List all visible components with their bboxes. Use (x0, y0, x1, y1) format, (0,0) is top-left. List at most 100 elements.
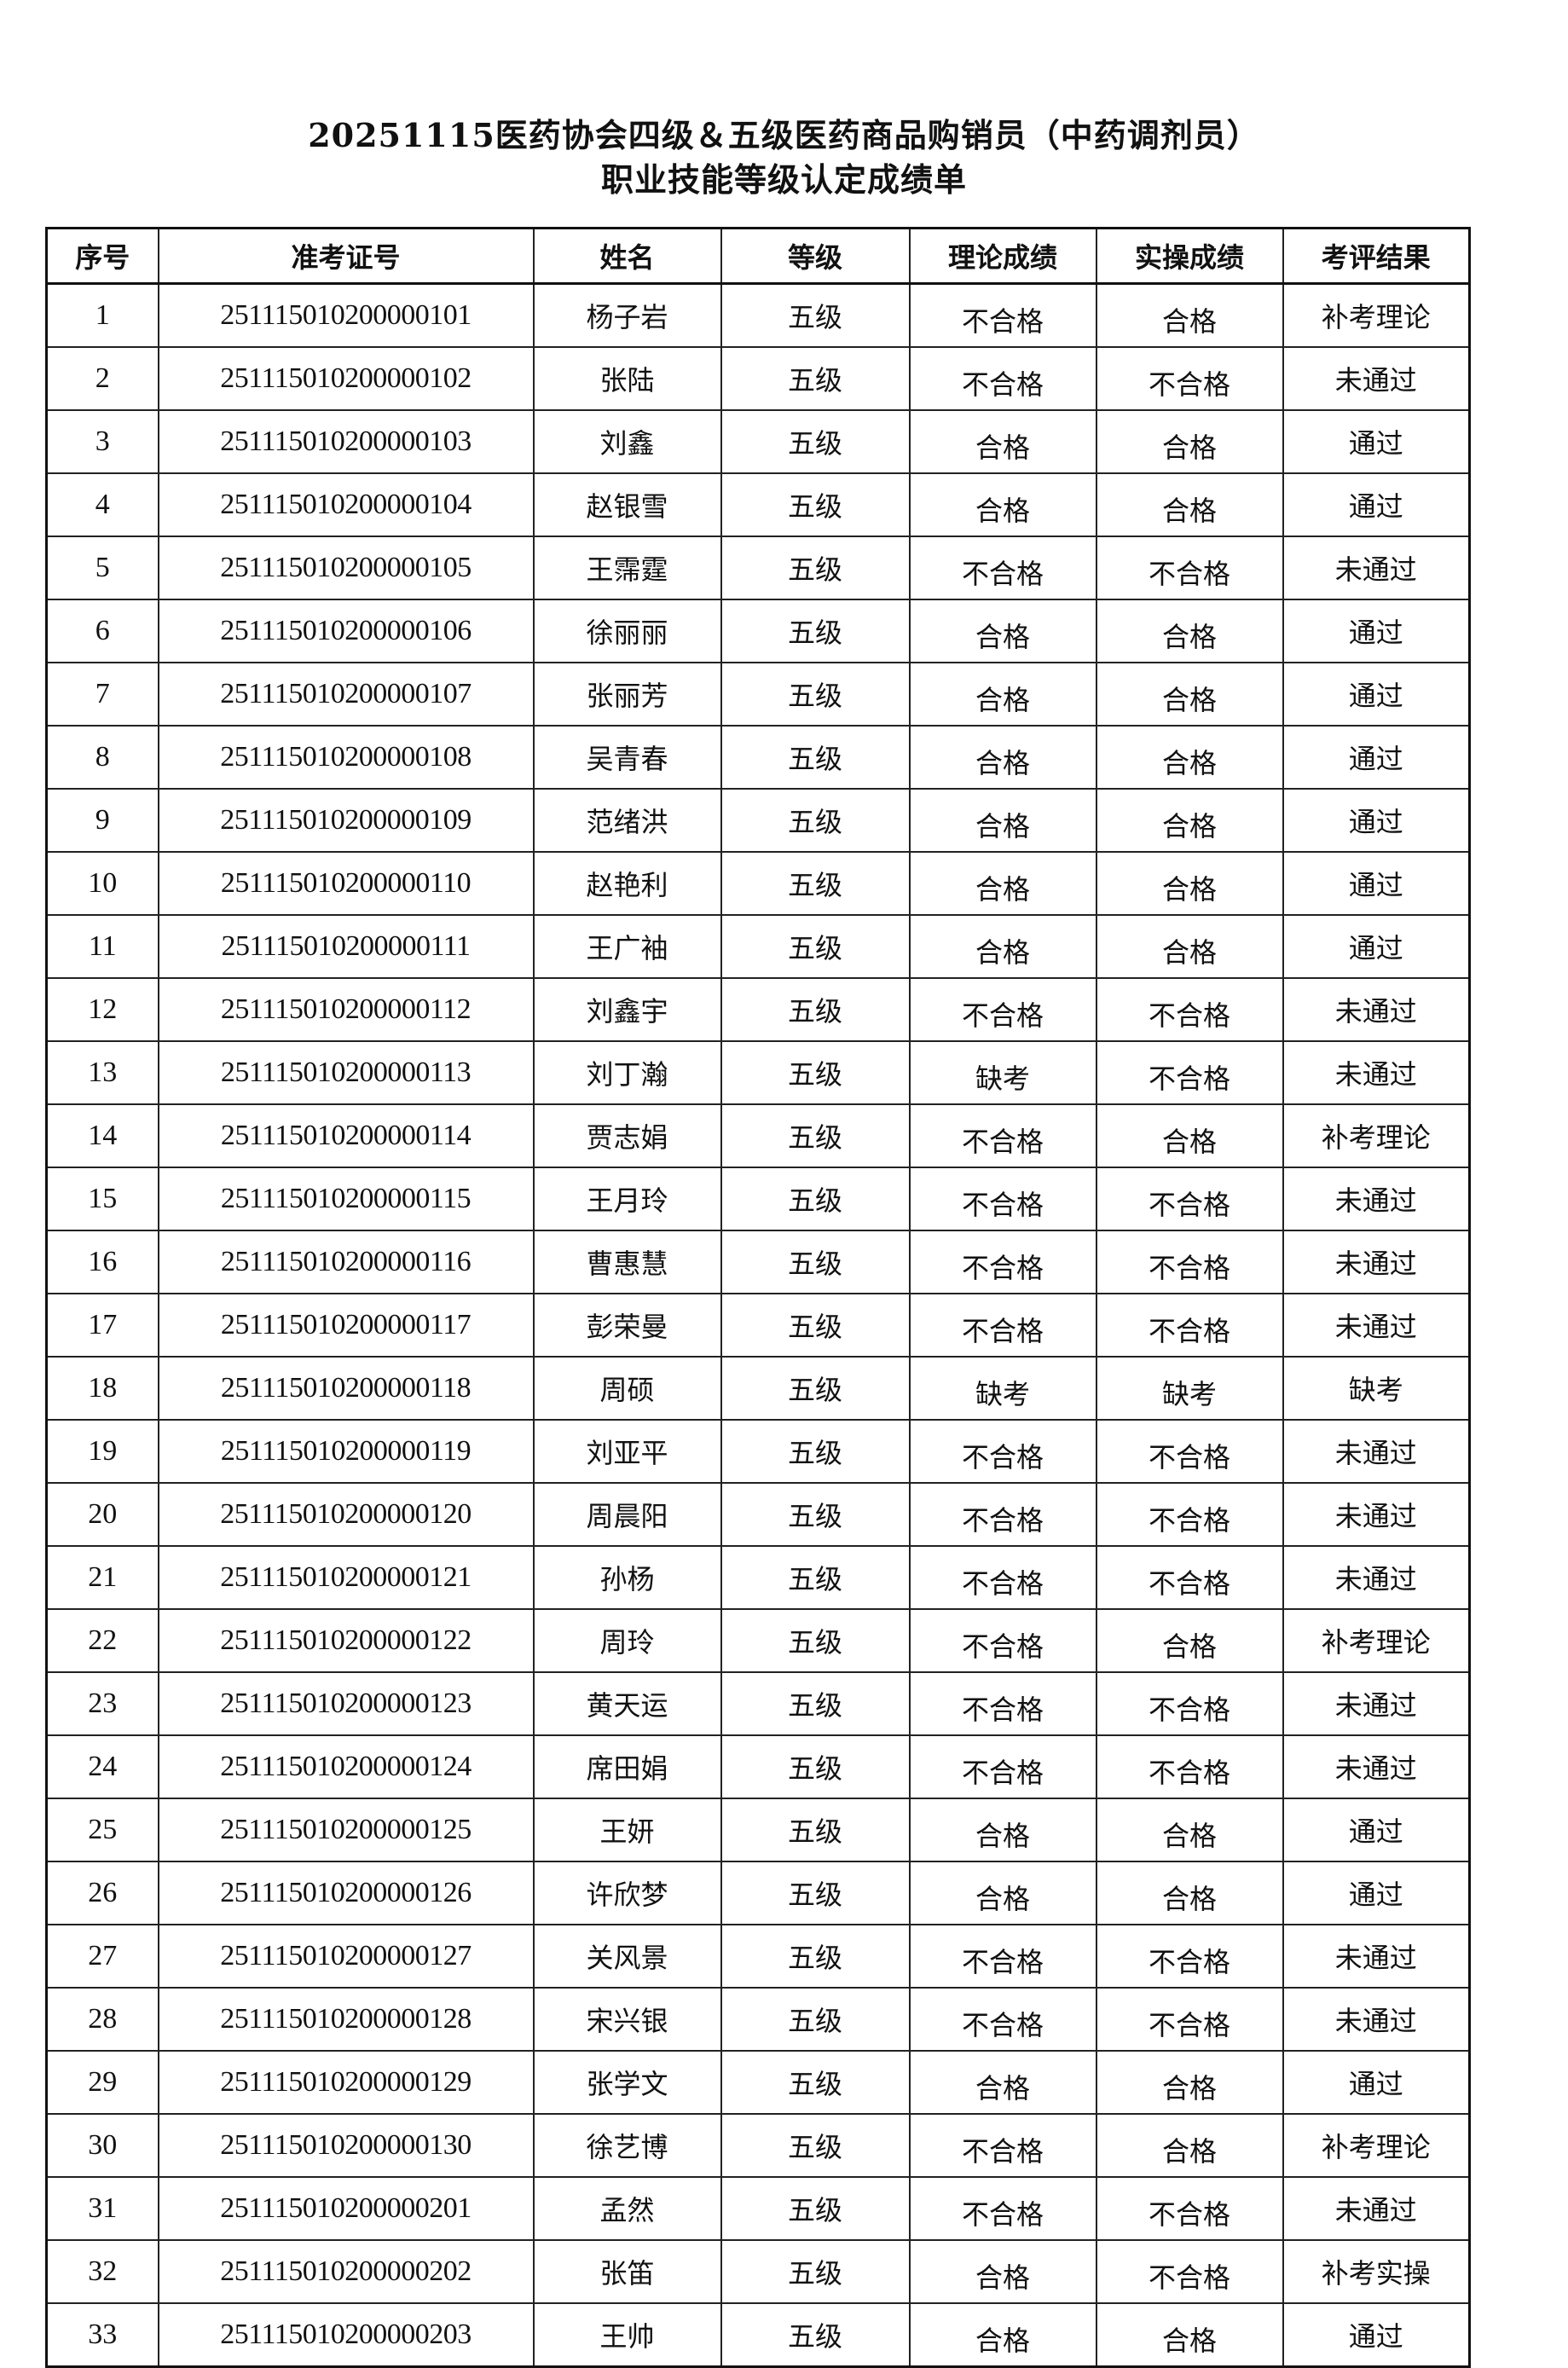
table-row: 30 251115010200000130 徐艺博 五级 不合格 合格 补考理论 (45, 2113, 1471, 2178)
cell-ticket-no: 251115010200000123 (157, 1671, 535, 1736)
table-row: 24 251115010200000124 席田娟 五级 不合格 不合格 未通过 (45, 1734, 1471, 1799)
cell-practical-score: 不合格 (1095, 1040, 1284, 1105)
cell-name: 席田娟 (532, 1734, 722, 1799)
cell-practical-score: 合格 (1095, 2302, 1284, 2368)
cell-name: 张陆 (532, 346, 722, 411)
cell-result: 未通过 (1282, 1419, 1471, 1484)
cell-result: 缺考 (1282, 1356, 1471, 1421)
cell-theory-score: 缺考 (908, 1356, 1097, 1421)
cell-theory-score: 不合格 (908, 2113, 1097, 2178)
table-row: 12 251115010200000112 刘鑫宇 五级 不合格 不合格 未通过 (45, 977, 1471, 1042)
cell-name: 黄天运 (532, 1671, 722, 1736)
cell-ticket-no: 251115010200000105 (157, 536, 535, 600)
cell-name: 王霈霆 (532, 536, 722, 600)
table-row: 6 251115010200000106 徐丽丽 五级 合格 合格 通过 (45, 599, 1471, 663)
cell-level: 五级 (720, 1293, 911, 1358)
cell-level: 五级 (720, 1861, 911, 1925)
cell-result: 通过 (1282, 599, 1471, 663)
cell-ticket-no: 251115010200000124 (157, 1734, 535, 1799)
cell-theory-score: 不合格 (908, 1924, 1097, 1989)
table-row: 31 251115010200000201 孟然 五级 不合格 不合格 未通过 (45, 2176, 1471, 2241)
table-row: 32 251115010200000202 张笛 五级 合格 不合格 补考实操 (45, 2239, 1471, 2304)
cell-practical-score: 合格 (1095, 1608, 1284, 1673)
cell-seq: 33 (45, 2302, 159, 2368)
cell-result: 通过 (1282, 788, 1471, 853)
cell-ticket-no: 251115010200000203 (157, 2302, 535, 2368)
table-row: 5 251115010200000105 王霈霆 五级 不合格 不合格 未通过 (45, 536, 1471, 600)
cell-level: 五级 (720, 1734, 911, 1799)
cell-name: 周晨阳 (532, 1482, 722, 1547)
cell-ticket-no: 251115010200000104 (157, 472, 535, 537)
cell-practical-score: 合格 (1095, 282, 1284, 348)
cell-theory-score: 合格 (908, 2050, 1097, 2115)
cell-practical-score: 合格 (1095, 472, 1284, 537)
header-seq: 序号 (45, 227, 159, 285)
cell-seq: 1 (45, 282, 159, 348)
cell-ticket-no: 251115010200000119 (157, 1419, 535, 1484)
score-table: 序号 准考证号 姓名 等级 理论成绩 实操成绩 考评结果 1 2511150102… (45, 227, 1471, 2368)
cell-result: 未通过 (1282, 2176, 1471, 2241)
cell-result: 补考理论 (1282, 282, 1471, 348)
cell-theory-score: 缺考 (908, 1040, 1097, 1105)
table-row: 26 251115010200000126 许欣梦 五级 合格 合格 通过 (45, 1861, 1471, 1925)
cell-theory-score: 不合格 (908, 282, 1097, 348)
cell-theory-score: 不合格 (908, 1734, 1097, 1799)
cell-level: 五级 (720, 1482, 911, 1547)
cell-practical-score: 不合格 (1095, 2176, 1284, 2241)
cell-seq: 30 (45, 2113, 159, 2178)
cell-ticket-no: 251115010200000116 (157, 1230, 535, 1294)
cell-name: 曹惠慧 (532, 1230, 722, 1294)
cell-name: 徐艺博 (532, 2113, 722, 2178)
cell-level: 五级 (720, 1798, 911, 1862)
cell-level: 五级 (720, 1924, 911, 1989)
cell-seq: 12 (45, 977, 159, 1042)
cell-practical-score: 不合格 (1095, 1924, 1284, 1989)
cell-theory-score: 合格 (908, 2302, 1097, 2368)
cell-practical-score: 不合格 (1095, 1230, 1284, 1294)
cell-practical-score: 合格 (1095, 1103, 1284, 1168)
cell-seq: 21 (45, 1545, 159, 1610)
cell-name: 赵艳利 (532, 851, 722, 916)
cell-result: 未通过 (1282, 1545, 1471, 1610)
cell-ticket-no: 251115010200000118 (157, 1356, 535, 1421)
cell-name: 王月玲 (532, 1167, 722, 1231)
cell-seq: 3 (45, 409, 159, 474)
cell-ticket-no: 251115010200000110 (157, 851, 535, 916)
cell-seq: 32 (45, 2239, 159, 2304)
cell-seq: 31 (45, 2176, 159, 2241)
cell-ticket-no: 251115010200000112 (157, 977, 535, 1042)
document-title: 20251115医药协会四级＆五级医药商品购销员（中药调剂员） (308, 116, 1260, 154)
cell-level: 五级 (720, 536, 911, 600)
cell-theory-score: 合格 (908, 1861, 1097, 1925)
cell-name: 吴青春 (532, 725, 722, 790)
table-row: 16 251115010200000116 曹惠慧 五级 不合格 不合格 未通过 (45, 1230, 1471, 1294)
cell-theory-score: 合格 (908, 788, 1097, 853)
cell-seq: 14 (45, 1103, 159, 1168)
cell-theory-score: 不合格 (908, 977, 1097, 1042)
table-row: 22 251115010200000122 周玲 五级 不合格 合格 补考理论 (45, 1608, 1471, 1673)
cell-seq: 13 (45, 1040, 159, 1105)
cell-practical-score: 缺考 (1095, 1356, 1284, 1421)
cell-result: 未通过 (1282, 977, 1471, 1042)
cell-result: 通过 (1282, 2050, 1471, 2115)
cell-level: 五级 (720, 2302, 911, 2368)
cell-seq: 4 (45, 472, 159, 537)
cell-level: 五级 (720, 1167, 911, 1231)
cell-level: 五级 (720, 599, 911, 663)
cell-result: 补考理论 (1282, 1608, 1471, 1673)
cell-result: 通过 (1282, 409, 1471, 474)
cell-name: 杨子岩 (532, 282, 722, 348)
cell-name: 王广袖 (532, 914, 722, 979)
cell-practical-score: 合格 (1095, 2050, 1284, 2115)
cell-result: 通过 (1282, 1798, 1471, 1862)
cell-practical-score: 合格 (1095, 2113, 1284, 2178)
cell-level: 五级 (720, 1608, 911, 1673)
table-row: 20 251115010200000120 周晨阳 五级 不合格 不合格 未通过 (45, 1482, 1471, 1547)
cell-theory-score: 不合格 (908, 536, 1097, 600)
cell-result: 通过 (1282, 914, 1471, 979)
table-row: 28 251115010200000128 宋兴银 五级 不合格 不合格 未通过 (45, 1987, 1471, 2052)
cell-seq: 7 (45, 662, 159, 727)
cell-practical-score: 不合格 (1095, 346, 1284, 411)
cell-theory-score: 不合格 (908, 1482, 1097, 1547)
cell-practical-score: 不合格 (1095, 536, 1284, 600)
